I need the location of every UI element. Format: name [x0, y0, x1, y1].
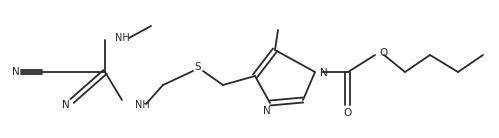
Text: NH: NH — [115, 33, 130, 43]
Text: NH: NH — [135, 100, 150, 110]
Text: O: O — [379, 48, 387, 58]
Text: N: N — [263, 106, 271, 116]
Text: O: O — [344, 108, 352, 118]
Text: S: S — [195, 62, 201, 72]
Text: N: N — [62, 100, 70, 110]
Text: N: N — [12, 67, 20, 77]
Text: N: N — [320, 68, 328, 78]
